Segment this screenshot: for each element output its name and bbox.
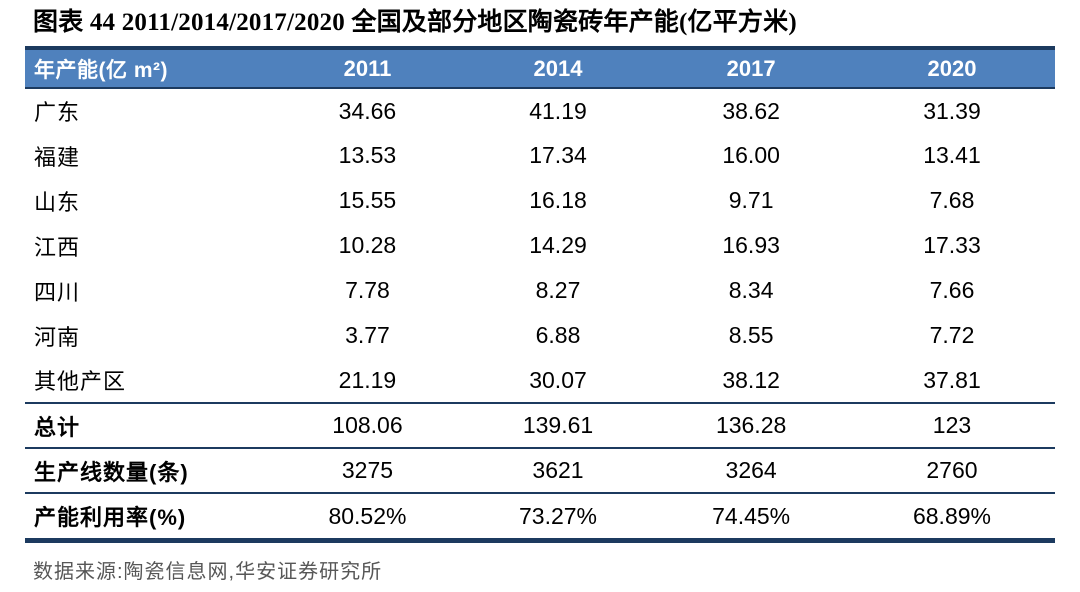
cell-value: 13.53 bbox=[338, 142, 397, 168]
row-label: 生产线数量(条) bbox=[25, 448, 273, 494]
row-label: 河南 bbox=[34, 324, 81, 350]
cell-value: 10.28 bbox=[338, 232, 397, 258]
cell-value: 41.19 bbox=[529, 97, 587, 124]
cell-value: 7.68 bbox=[929, 187, 975, 213]
cell-value: 16.00 bbox=[722, 142, 780, 168]
cell-value: 17.33 bbox=[923, 232, 981, 258]
cell-value: 139.61 bbox=[462, 403, 654, 449]
cell-value: 3.77 bbox=[345, 322, 390, 348]
column-header-2011: 2011 bbox=[272, 48, 463, 89]
cell-value: 31.39 bbox=[923, 97, 981, 124]
cell-value: 3275 bbox=[272, 448, 463, 494]
cell-value: 37.81 bbox=[848, 358, 1055, 404]
cell-value: 3264 bbox=[653, 448, 849, 494]
cell-value: 17.34 bbox=[529, 142, 587, 168]
cell-value: 68.89% bbox=[912, 502, 991, 529]
cell-value: 73.27% bbox=[519, 502, 598, 529]
table-row-shandong: 山东 15.55 16.18 9.71 7.68 bbox=[25, 178, 1055, 223]
column-header-2017: 2017 bbox=[653, 48, 849, 89]
cell-value: 74.45% bbox=[712, 502, 791, 529]
table-header-row: 年产能(亿 m²) 2011 2014 2017 2020 bbox=[25, 48, 1055, 89]
table-row-guangdong: 广东 34.66 41.19 38.62 31.39 bbox=[25, 88, 1055, 133]
cell-value: 123 bbox=[848, 403, 1055, 449]
cell-value: 8.27 bbox=[535, 277, 581, 303]
cell-value: 80.52% bbox=[328, 502, 407, 529]
cell-value: 21.19 bbox=[272, 358, 463, 404]
table-row-utilization-rate: 产能利用率(%) 80.52% 73.27% 74.45% 68.89% bbox=[25, 493, 1055, 538]
column-header-2014: 2014 bbox=[462, 48, 654, 89]
cell-value: 16.18 bbox=[529, 187, 587, 213]
cell-value: 13.41 bbox=[923, 142, 981, 168]
column-header-2020: 2020 bbox=[848, 48, 1055, 89]
cell-value: 15.55 bbox=[338, 187, 397, 213]
cell-value: 38.12 bbox=[653, 358, 849, 404]
cell-value: 6.88 bbox=[535, 322, 581, 348]
table-row-total: 总计 108.06 139.61 136.28 123 bbox=[25, 403, 1055, 449]
capacity-table: 年产能(亿 m²) 2011 2014 2017 2020 广东 34.66 4… bbox=[25, 46, 1055, 538]
cell-value: 3621 bbox=[462, 448, 654, 494]
table-row-sichuan: 四川 7.78 8.27 8.34 7.66 bbox=[25, 268, 1055, 313]
column-header-unit: 年产能(亿 m²) bbox=[25, 48, 273, 89]
cell-value: 136.28 bbox=[653, 403, 849, 449]
cell-value: 8.34 bbox=[728, 277, 774, 303]
cell-value: 7.66 bbox=[929, 277, 975, 303]
data-source: 数据来源:陶瓷信息网,华安证券研究所 bbox=[33, 561, 383, 583]
cell-value: 38.62 bbox=[722, 97, 780, 124]
table-bottom-rule bbox=[25, 538, 1055, 543]
figure-title: 图表 44 2011/2014/2017/2020 全国及部分地区陶瓷砖年产能(… bbox=[33, 9, 797, 36]
cell-value: 30.07 bbox=[462, 358, 654, 404]
table-row-jiangxi: 江西 10.28 14.29 16.93 17.33 bbox=[25, 223, 1055, 268]
row-label: 福建 bbox=[34, 144, 81, 170]
table-row-henan: 河南 3.77 6.88 8.55 7.72 bbox=[25, 313, 1055, 358]
cell-value: 7.72 bbox=[929, 322, 975, 348]
cell-value: 16.93 bbox=[722, 232, 780, 258]
cell-value: 2760 bbox=[848, 448, 1055, 494]
row-label: 产能利用率(%) bbox=[34, 505, 187, 530]
row-label: 山东 bbox=[34, 189, 81, 215]
cell-value: 7.78 bbox=[345, 277, 390, 303]
table-row-production-lines: 生产线数量(条) 3275 3621 3264 2760 bbox=[25, 448, 1055, 494]
table-row-fujian: 福建 13.53 17.34 16.00 13.41 bbox=[25, 133, 1055, 178]
cell-value: 14.29 bbox=[529, 232, 587, 258]
row-label: 江西 bbox=[34, 234, 81, 260]
row-label: 四川 bbox=[34, 279, 81, 305]
row-label: 总计 bbox=[25, 403, 273, 449]
row-label: 广东 bbox=[34, 100, 81, 125]
cell-value: 34.66 bbox=[338, 97, 397, 124]
cell-value: 108.06 bbox=[272, 403, 463, 449]
table-row-other-regions: 其他产区 21.19 30.07 38.12 37.81 bbox=[25, 358, 1055, 404]
cell-value: 8.55 bbox=[728, 322, 774, 348]
cell-value: 9.71 bbox=[728, 187, 774, 213]
row-label: 其他产区 bbox=[25, 358, 273, 404]
